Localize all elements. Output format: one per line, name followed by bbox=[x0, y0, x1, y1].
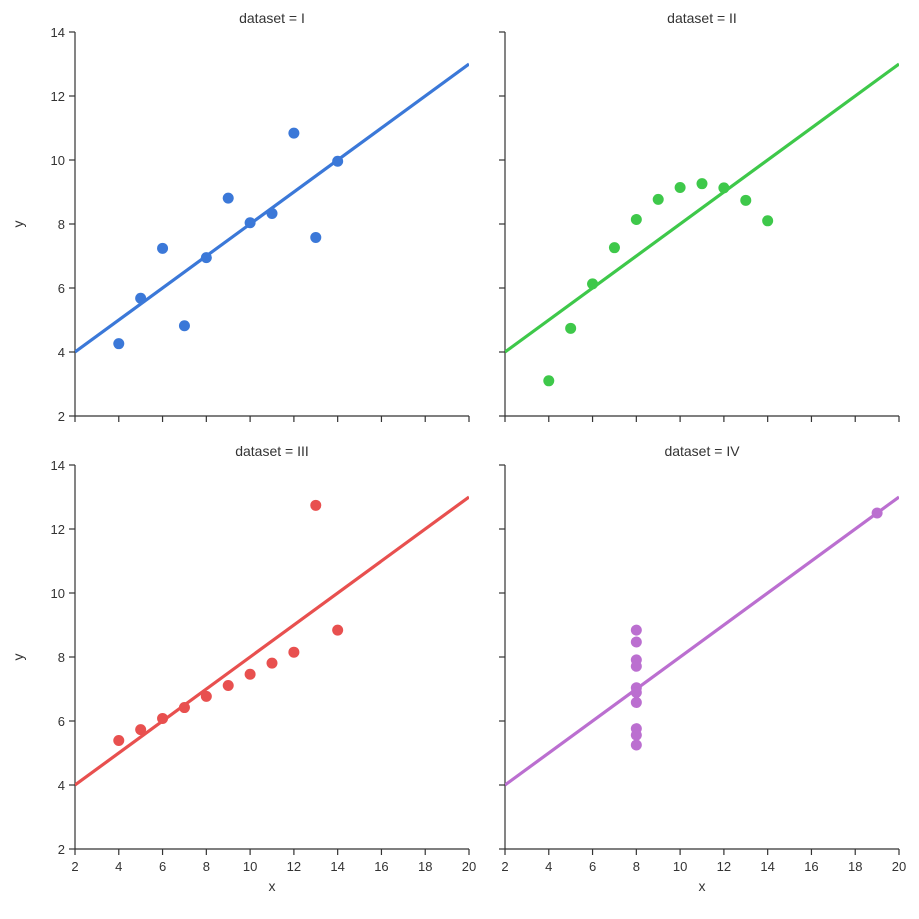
data-point bbox=[630, 696, 642, 708]
panel-title: dataset = IV bbox=[664, 443, 740, 459]
data-point bbox=[113, 338, 125, 350]
data-point bbox=[740, 194, 752, 206]
x-tick-label: 20 bbox=[462, 859, 476, 874]
regression-line bbox=[75, 495, 469, 787]
data-point bbox=[871, 507, 883, 519]
x-axis-label: x bbox=[269, 878, 276, 894]
data-point bbox=[135, 724, 147, 736]
data-point bbox=[178, 320, 190, 332]
x-tick-label: 16 bbox=[804, 859, 818, 874]
x-axis-label: x bbox=[699, 878, 706, 894]
y-tick-label: 6 bbox=[58, 281, 65, 296]
data-point bbox=[266, 207, 278, 219]
data-point bbox=[630, 687, 642, 699]
data-point bbox=[310, 499, 322, 511]
data-point bbox=[762, 215, 774, 227]
data-point bbox=[113, 735, 125, 747]
data-point bbox=[630, 214, 642, 226]
data-point bbox=[565, 322, 577, 334]
data-point bbox=[696, 178, 708, 190]
data-point bbox=[630, 654, 642, 666]
y-tick-label: 14 bbox=[51, 25, 65, 40]
data-point bbox=[222, 192, 234, 204]
data-point bbox=[288, 646, 300, 658]
y-tick-label: 10 bbox=[51, 153, 65, 168]
y-tick-label: 6 bbox=[58, 714, 65, 729]
data-point bbox=[266, 657, 278, 669]
data-point bbox=[332, 155, 344, 167]
y-tick-label: 10 bbox=[51, 586, 65, 601]
data-point bbox=[543, 375, 555, 387]
y-tick-label: 2 bbox=[58, 409, 65, 424]
regression-line bbox=[505, 495, 899, 787]
y-tick-label: 12 bbox=[51, 89, 65, 104]
x-tick-label: 2 bbox=[501, 859, 508, 874]
y-axis-label: y bbox=[10, 654, 26, 661]
data-point bbox=[652, 193, 664, 205]
panel-title: dataset = II bbox=[667, 10, 737, 26]
panel-4: 2 4 6 8 10 12 14 16 18 20 dataset = IV x bbox=[499, 443, 906, 894]
data-point bbox=[178, 702, 190, 714]
data-point bbox=[630, 624, 642, 636]
data-point bbox=[718, 182, 730, 194]
x-tick-label: 12 bbox=[717, 859, 731, 874]
x-tick-label: 18 bbox=[418, 859, 432, 874]
x-tick-label: 4 bbox=[545, 859, 552, 874]
data-point bbox=[157, 712, 169, 724]
data-point bbox=[310, 231, 322, 243]
x-tick-label: 4 bbox=[115, 859, 122, 874]
panel-1: 2 4 6 8 10 12 14 dataset = I y bbox=[10, 10, 470, 424]
panel-2: dataset = II bbox=[499, 10, 900, 422]
x-tick-label: 14 bbox=[330, 859, 344, 874]
data-point bbox=[674, 182, 686, 194]
panel-3: 2 4 6 8 10 12 14 16 18 20 2 4 6 8 10 12 14 dataset = III y… bbox=[10, 443, 476, 894]
x-tick-label: 6 bbox=[589, 859, 596, 874]
x-tick-label: 12 bbox=[287, 859, 301, 874]
data-point bbox=[157, 242, 169, 254]
panel-title: dataset = I bbox=[239, 10, 305, 26]
x-tick-label: 2 bbox=[71, 859, 78, 874]
data-point bbox=[332, 624, 344, 636]
data-point bbox=[244, 217, 256, 229]
y-axis-label: y bbox=[10, 221, 26, 228]
x-tick-label: 14 bbox=[760, 859, 774, 874]
x-tick-label: 8 bbox=[203, 859, 210, 874]
data-point bbox=[288, 127, 300, 139]
data-point bbox=[630, 729, 642, 741]
y-tick-label: 14 bbox=[51, 458, 65, 473]
y-tick-label: 8 bbox=[58, 650, 65, 665]
y-tick-label: 12 bbox=[51, 522, 65, 537]
data-point bbox=[222, 679, 234, 691]
x-tick-label: 10 bbox=[243, 859, 257, 874]
x-tick-label: 8 bbox=[633, 859, 640, 874]
data-point bbox=[200, 252, 212, 264]
x-tick-label: 20 bbox=[892, 859, 906, 874]
y-tick-label: 2 bbox=[58, 842, 65, 857]
data-point bbox=[630, 739, 642, 751]
data-point bbox=[135, 292, 147, 304]
data-point bbox=[587, 278, 599, 290]
data-point bbox=[244, 668, 256, 680]
x-tick-label: 6 bbox=[159, 859, 166, 874]
x-tick-label: 16 bbox=[374, 859, 388, 874]
y-tick-label: 4 bbox=[58, 778, 65, 793]
x-tick-label: 18 bbox=[848, 859, 862, 874]
data-point bbox=[630, 636, 642, 648]
regression-line bbox=[505, 62, 899, 354]
y-tick-label: 4 bbox=[58, 345, 65, 360]
data-point bbox=[608, 242, 620, 254]
data-point bbox=[200, 690, 212, 702]
y-tick-label: 8 bbox=[58, 217, 65, 232]
panel-title: dataset = III bbox=[235, 443, 309, 459]
x-tick-label: 10 bbox=[673, 859, 687, 874]
